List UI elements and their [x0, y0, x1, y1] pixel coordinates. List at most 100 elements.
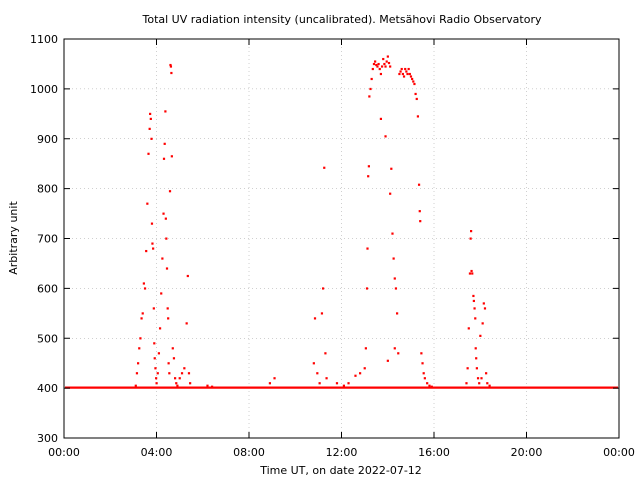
data-point [405, 70, 408, 73]
data-point [149, 112, 152, 116]
data-point [325, 377, 328, 380]
data-point [407, 67, 410, 71]
y-tick-label: 900 [37, 133, 58, 146]
data-point [430, 385, 433, 388]
data-point [160, 292, 163, 295]
data-point [416, 115, 420, 118]
data-point [367, 165, 370, 168]
data-point [412, 80, 415, 83]
data-point [169, 65, 173, 68]
data-point [316, 372, 319, 375]
data-point [354, 374, 357, 377]
data-point [377, 62, 380, 66]
data-point [167, 317, 170, 320]
data-point [387, 61, 391, 65]
x-tick-label: 20:00 [511, 446, 543, 459]
data-point [386, 55, 389, 58]
x-axis-ticks: 00:00 04:00 08:00 12:00 16:00 20:00 00:00 [48, 39, 635, 459]
gridlines [64, 39, 619, 438]
data-point [174, 377, 177, 380]
data-point [164, 217, 167, 220]
data-point [368, 95, 371, 98]
data-point [162, 157, 166, 160]
data-point [472, 299, 475, 303]
data-point [142, 282, 145, 285]
data-point [323, 166, 326, 169]
chart-title: Total UV radiation intensity (uncalibrat… [142, 13, 542, 26]
y-axis-ticks: 300 400 500 600 700 800 900 1000 1100 [30, 33, 619, 445]
data-point [186, 274, 189, 278]
x-tick-label: 08:00 [233, 446, 265, 459]
data-point [168, 372, 171, 375]
data-point [158, 327, 162, 330]
data-point [390, 167, 393, 170]
data-point [150, 137, 153, 140]
data-point [472, 294, 475, 298]
data-point [375, 63, 378, 67]
data-point [153, 342, 156, 345]
data-point [404, 67, 407, 71]
data-point [363, 367, 366, 370]
y-tick-label: 500 [37, 332, 58, 345]
data-point [366, 247, 369, 250]
data-point [365, 287, 369, 290]
x-tick-label: 00:00 [603, 446, 635, 459]
data-point [393, 347, 396, 350]
data-point [467, 327, 470, 330]
data-point [402, 75, 406, 78]
data-point [370, 77, 373, 81]
data-point [152, 307, 155, 310]
y-tick-label: 1100 [30, 33, 58, 46]
data-point [183, 367, 186, 370]
data-point [400, 67, 403, 71]
data-point [418, 210, 421, 213]
data-point [134, 384, 137, 387]
data-point [320, 312, 324, 315]
data-point [421, 362, 424, 365]
data-point [468, 272, 472, 275]
data-point [414, 92, 417, 96]
data-point [161, 257, 164, 260]
data-point [138, 347, 141, 350]
data-point [465, 382, 468, 385]
data-point [423, 377, 426, 380]
data-point [474, 317, 477, 320]
data-point [211, 385, 214, 388]
data-point [393, 277, 396, 280]
data-point [378, 67, 381, 71]
data-point [268, 382, 272, 385]
data-point [483, 307, 487, 310]
data-point [406, 72, 409, 76]
data-point [420, 352, 423, 355]
data-point [185, 322, 188, 325]
data-point [164, 110, 167, 113]
data-point [167, 362, 170, 365]
data-point [322, 287, 325, 290]
data-point [401, 72, 404, 76]
data-point [148, 127, 151, 130]
data-point [471, 272, 474, 275]
data-point [389, 65, 392, 68]
data-point [372, 62, 376, 66]
data-point [392, 257, 395, 260]
data-point [364, 347, 367, 350]
data-point [469, 237, 472, 240]
data-point [413, 82, 416, 86]
data-point [176, 384, 179, 387]
data-point [170, 71, 173, 75]
x-tick-label: 12:00 [326, 446, 358, 459]
data-point [473, 307, 476, 310]
data-point [273, 377, 276, 380]
data-point [391, 232, 394, 235]
data-point [163, 142, 166, 145]
data-point [479, 334, 482, 337]
data-point [169, 63, 172, 67]
data-point [476, 377, 480, 380]
data-point [417, 183, 421, 186]
data-point [342, 384, 346, 387]
data-point [137, 362, 140, 365]
data-point [172, 357, 176, 360]
data-point [398, 72, 401, 76]
data-point [150, 222, 154, 225]
